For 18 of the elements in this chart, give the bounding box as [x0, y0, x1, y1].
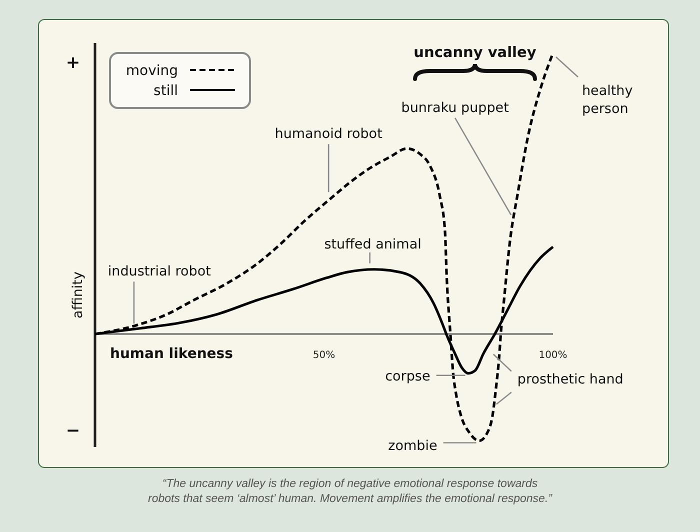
x-tick-label: 50%: [312, 350, 336, 361]
annotation: humanoid robot: [274, 126, 382, 142]
x-tick-label: 100%: [538, 350, 568, 361]
text: +: [66, 53, 80, 73]
annotation: industrial robot: [108, 264, 211, 280]
annotation: uncanny valley: [414, 45, 537, 61]
legend-label: moving: [126, 63, 178, 79]
text: −: [66, 421, 80, 441]
y-axis-title: affinity: [70, 272, 86, 318]
annotation: bunraku puppet: [401, 100, 509, 116]
annotation: prosthetic hand: [517, 371, 624, 388]
legend-label: still: [154, 83, 178, 99]
annotation: zombie: [388, 438, 438, 454]
annotation: stuffed animal: [324, 236, 422, 252]
text: “The uncanny valley is the region of negative emotional response towards robots that seem ‘almost’ human. Movement amplifies the emotional response.”: [148, 478, 554, 505]
x-axis-title: human likeness: [110, 346, 233, 362]
annotation: corpse: [385, 368, 430, 384]
annotation: healthy person: [582, 83, 633, 117]
